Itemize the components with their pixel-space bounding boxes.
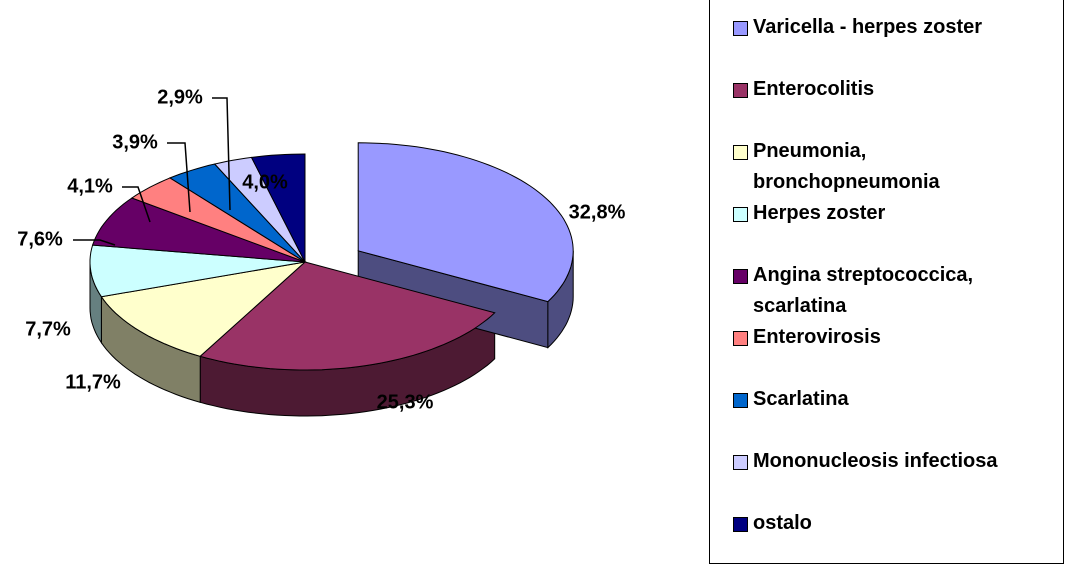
data-label: 4,0% [242,171,288,193]
legend-label: Angina streptococcica, scarlatina [753,264,974,317]
legend-swatch [733,83,748,98]
legend-swatch [733,455,748,470]
legend-swatch [733,517,748,532]
data-label: 2,9% [157,86,203,108]
legend-swatch [733,145,748,160]
legend-label: Enterocolitis [753,78,875,100]
slice [91,197,306,263]
leader-line [73,239,116,246]
legend-swatch [733,331,748,346]
slice [357,142,574,303]
slice [213,156,306,263]
data-label: 3,9% [112,131,158,153]
slice [168,163,306,263]
slice [250,153,306,263]
legend-label: Scarlatina [753,388,849,410]
legend-swatch [733,393,748,408]
leader-line [212,97,231,211]
data-label: 25,3% [377,391,434,413]
legend-label: Mononucleosis infectiosa [753,450,998,472]
leader-line [122,186,151,223]
data-label: 7,7% [25,318,71,340]
legend-swatch [733,207,748,222]
legend-swatch [733,269,748,284]
data-label: 4,1% [67,175,113,197]
chart: 32,8% 25,3% 11,7% 7,7% 7,6% 4,1% 3,9% 2,9% 4,0% [17,86,626,417]
leader-line [167,142,191,213]
legend-label: Herpes zoster [753,202,886,224]
slice [130,177,306,263]
legend-swatch [733,21,748,36]
legend-label: Pneumonia, bronchopneumonia [753,140,940,193]
data-label: 11,7% [65,371,121,393]
legend-label: Varicella - herpes zoster [753,16,983,38]
data-label: 7,6% [17,228,63,250]
data-label: 32,8% [569,201,626,223]
legend-label: Enterovirosis [753,326,881,348]
slice [100,261,307,357]
legend-label: ostalo [753,512,812,534]
legend: Varicella - herpes zoster Enterocolitis Pn… [709,0,1064,564]
slice [199,261,496,371]
